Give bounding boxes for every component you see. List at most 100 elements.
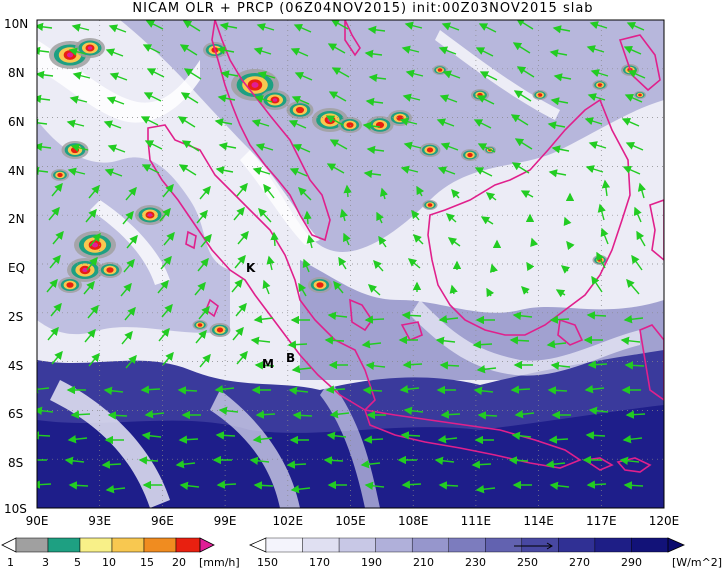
wind-vector — [326, 163, 345, 174]
wind-vector — [626, 278, 640, 295]
wind-vector — [258, 207, 272, 223]
reference-vector — [514, 542, 553, 550]
wind-vector — [292, 143, 311, 153]
wind-vector — [144, 140, 163, 150]
wind-vector — [252, 167, 271, 176]
wind-vector — [597, 203, 606, 221]
wind-vector — [545, 460, 566, 469]
wind-vector — [263, 183, 275, 199]
wind-vector — [107, 411, 128, 420]
wind-vector — [196, 209, 208, 224]
lat-axis: 10N 8N 6N 4N 2N EQ 2S 4S 6S 8S 10S — [4, 17, 28, 516]
wind-vector — [566, 240, 575, 251]
wind-vector — [508, 456, 529, 465]
wind-vector — [516, 66, 535, 78]
wind-vector — [479, 71, 498, 81]
wind-vector — [520, 190, 534, 199]
wind-vector — [37, 46, 50, 56]
wind-vector — [215, 166, 234, 175]
precip-cell — [467, 152, 473, 158]
wind-vector — [437, 166, 456, 175]
wind-vector — [71, 23, 90, 32]
wind-vector — [411, 209, 420, 221]
wind-vector — [291, 365, 312, 374]
precip-tick: 20 — [172, 556, 186, 569]
wind-vector — [637, 182, 646, 199]
wind-vector — [486, 287, 495, 298]
wind-vector — [262, 279, 271, 295]
wind-vector — [160, 255, 172, 270]
lon-tick: 90E — [26, 514, 49, 528]
precip-cell — [216, 327, 224, 333]
wind-vector — [106, 96, 125, 105]
wind-vector — [257, 71, 276, 80]
wind-vector — [194, 281, 206, 296]
wind-vector — [162, 351, 174, 366]
wind-vector — [255, 410, 276, 419]
wind-vector — [589, 21, 608, 30]
wind-vector — [563, 216, 572, 227]
precip-swatch — [15, 537, 49, 553]
olr-colorbar: 150 170 190 210 230 250 270 290 [W/m^2] — [249, 537, 722, 569]
lon-tick: 108E — [398, 514, 429, 528]
olr-swatch — [265, 537, 303, 553]
wind-vector — [326, 431, 347, 440]
wind-vector — [547, 386, 568, 395]
wind-vector — [236, 182, 248, 197]
wind-vector — [514, 138, 533, 150]
wind-vector — [161, 303, 173, 318]
wind-vector — [49, 254, 61, 269]
precip-cell — [66, 52, 74, 58]
wind-vector — [623, 315, 644, 324]
wind-vector — [288, 119, 307, 129]
precip-cell — [346, 122, 354, 128]
wind-vector — [588, 141, 607, 150]
wind-vector — [216, 480, 237, 489]
wind-vector — [88, 352, 100, 367]
wind-vector — [182, 20, 201, 32]
wind-vector — [625, 141, 644, 151]
wind-vector — [327, 43, 346, 54]
wind-vector — [624, 93, 643, 103]
wind-vector — [121, 330, 133, 345]
lat-tick: 6S — [8, 407, 23, 421]
precip-cell — [427, 203, 433, 207]
wind-vector — [584, 385, 605, 394]
precip-cell — [91, 242, 99, 248]
wind-vector — [480, 216, 494, 225]
wind-vector — [547, 121, 566, 130]
wind-vector — [586, 45, 605, 54]
wind-vector — [47, 326, 59, 341]
olr-unit: [W/m^2] — [672, 556, 722, 569]
wind-vector — [623, 481, 644, 490]
wind-vector — [364, 315, 385, 324]
wind-vector — [89, 232, 101, 247]
olr-swatch — [521, 537, 559, 553]
olr-swatch — [411, 537, 449, 553]
precip-swatch — [143, 537, 177, 553]
wind-vector — [298, 187, 312, 201]
wind-vector — [472, 340, 493, 349]
wind-vector — [596, 251, 606, 269]
wind-vector — [253, 481, 274, 490]
wind-vector — [552, 25, 571, 34]
wind-vector — [511, 431, 532, 440]
wind-vector — [475, 47, 494, 57]
wind-vector — [83, 280, 95, 295]
wind-vector — [442, 70, 461, 79]
wind-vector — [158, 327, 170, 342]
wind-vector — [199, 353, 211, 368]
precip-cell — [106, 267, 114, 273]
wind-vector — [109, 72, 128, 81]
wind-vector — [88, 184, 100, 199]
wind-vector — [530, 237, 539, 247]
wind-vector — [440, 410, 461, 419]
wind-vector — [363, 169, 382, 179]
wind-vector — [64, 456, 85, 465]
wind-vector — [105, 48, 124, 57]
precip-tick: 15 — [140, 556, 154, 569]
wind-vector — [362, 121, 381, 131]
wind-vector — [37, 406, 54, 415]
wind-vector — [373, 259, 384, 272]
precip-cell — [272, 98, 278, 102]
